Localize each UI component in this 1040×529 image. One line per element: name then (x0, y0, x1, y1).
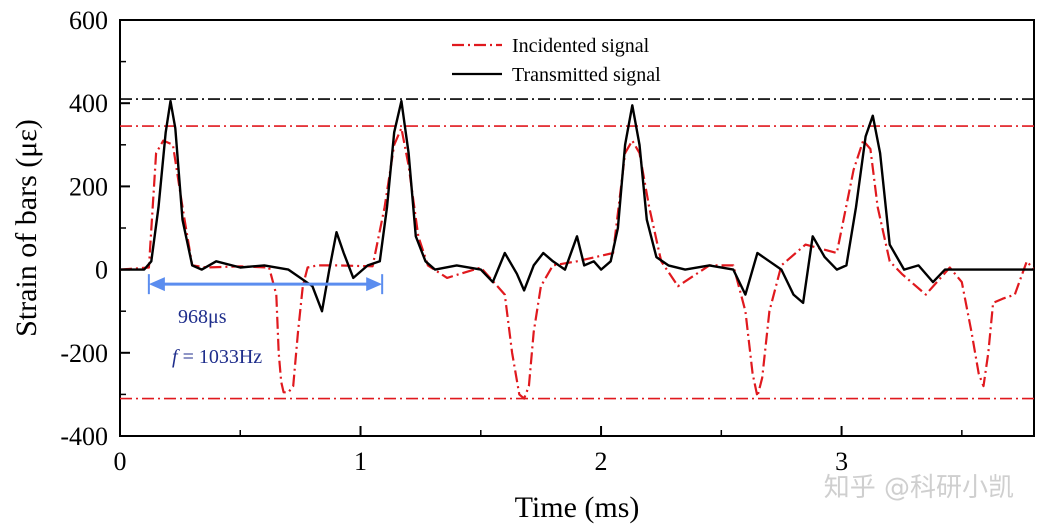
x-tick-label: 1 (354, 447, 367, 476)
period-label: 968μs (178, 306, 227, 328)
legend-label-incident: Incidented signal (512, 35, 650, 57)
series-line-incidented-signal (120, 127, 1034, 400)
y-tick-label: 0 (95, 256, 108, 285)
y-tick-label: -200 (60, 339, 108, 368)
series-layer (120, 99, 1034, 400)
x-tick-label: 2 (595, 447, 608, 476)
x-axis-title: Time (ms) (515, 491, 640, 524)
period-annotation: 968μs f = 1033Hz (147, 274, 384, 368)
frequency-symbol: f (172, 346, 180, 368)
period-arrow-left-head (148, 277, 165, 292)
x-tick-label: 3 (835, 447, 848, 476)
y-tick-label: -400 (60, 422, 108, 451)
period-arrow-right-head (366, 277, 383, 292)
frequency-value: = 1033Hz (178, 346, 263, 368)
y-tick-label: 200 (69, 172, 108, 201)
y-tick-label: 600 (69, 6, 108, 35)
series-line-transmitted-signal (120, 99, 1034, 313)
ticks-layer: 0 1 2 3 -400 -200 0 200 400 600 (60, 6, 963, 476)
legend: Incidented signal Transmitted signal (452, 35, 661, 86)
watermark: 知乎 @科研小凯 (824, 473, 1014, 503)
x-tick-label: 0 (114, 447, 127, 476)
y-axis-title: Strain of bars (με) (10, 119, 43, 337)
y-tick-label: 400 (69, 89, 108, 118)
reference-lines (120, 98, 1034, 400)
frequency-label: f = 1033Hz (172, 346, 262, 368)
legend-label-transmitted: Transmitted signal (512, 64, 661, 86)
